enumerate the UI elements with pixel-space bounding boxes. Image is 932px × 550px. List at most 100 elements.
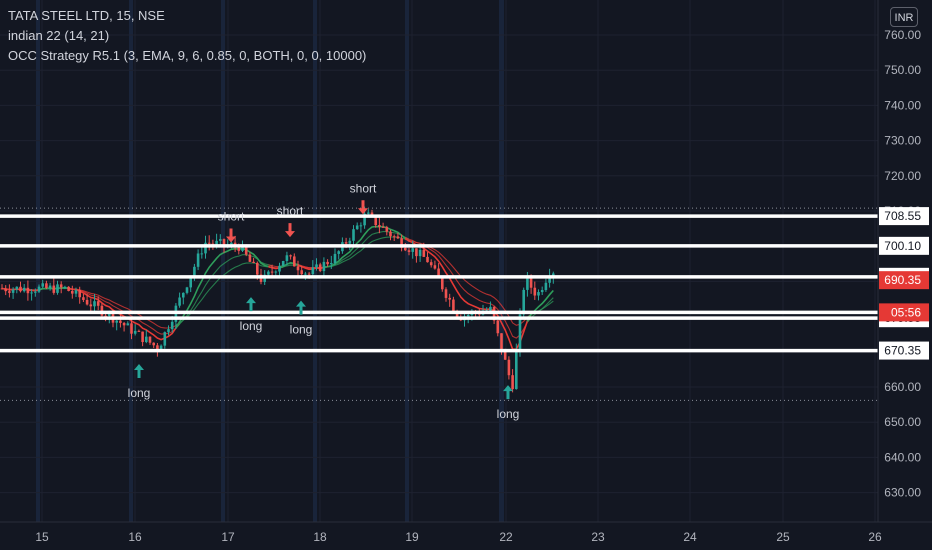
candle-body: [237, 246, 241, 251]
candle-body: [182, 292, 185, 298]
candle-body: [326, 261, 329, 265]
trend-band-line: [175, 254, 273, 329]
candle-body: [96, 301, 100, 306]
trend-band-line: [1, 287, 43, 291]
candle-body: [45, 283, 48, 288]
trend-band-line: [68, 288, 180, 329]
candle-body: [30, 292, 33, 294]
candle-body: [315, 264, 318, 268]
candle-body: [330, 263, 333, 265]
level-price-label: 700.10: [884, 239, 921, 253]
candle-body: [130, 323, 133, 334]
time-axis: [0, 522, 932, 550]
candle-body: [85, 299, 89, 305]
candle-body: [267, 271, 270, 275]
short-signal-label: short: [350, 181, 377, 195]
candle-body: [344, 242, 348, 244]
candle-body: [78, 290, 81, 298]
candle-body: [163, 332, 167, 346]
candle-body: [204, 242, 207, 254]
candle-body: [526, 277, 529, 290]
candle-body: [400, 238, 403, 248]
candle-body: [167, 329, 170, 333]
candle-body: [256, 262, 259, 275]
long-signal-label: long: [497, 407, 520, 421]
candle-body: [59, 284, 63, 288]
candle-body: [500, 333, 503, 352]
long-signal-label: long: [290, 323, 313, 337]
indicator-indian-22[interactable]: indian 22 (14, 21): [8, 28, 110, 43]
candle-body: [219, 239, 222, 241]
candle-body: [48, 285, 52, 288]
candle-body: [540, 290, 544, 293]
currency-button[interactable]: INR: [890, 7, 918, 27]
chart-legend: TATA STEEL LTD, 15, NSE indian 22 (14, 2…: [8, 6, 366, 66]
level-price-tag: [879, 207, 929, 226]
time-tick-label: 19: [405, 530, 419, 544]
level-price-label: 708.55: [884, 209, 921, 223]
candle-body: [433, 265, 437, 269]
price-tick-label: 740.00: [884, 98, 921, 112]
long-signal-arrow: [246, 297, 256, 312]
countdown-tag: [879, 303, 929, 322]
candle-body: [278, 265, 281, 272]
candle-body: [418, 249, 422, 257]
candle-body: [359, 225, 363, 227]
level-price-label: 670.35: [884, 344, 921, 358]
indicator-occ-strategy[interactable]: OCC Strategy R5.1 (3, EMA, 9, 6, 0.85, 0…: [8, 48, 367, 63]
candle-body: [374, 215, 377, 226]
current-price-label: 690.35: [884, 273, 921, 287]
candle-body: [34, 291, 37, 293]
price-tick-label: 730.00: [884, 134, 921, 148]
candle-body: [230, 242, 233, 245]
time-tick-label: 18: [313, 530, 327, 544]
candle-body: [337, 251, 340, 254]
time-tick-label: 17: [221, 530, 235, 544]
candle-body: [489, 306, 492, 311]
countdown-label: 05:56: [891, 305, 921, 319]
price-tick-label: 760.00: [884, 28, 921, 42]
candle-body: [507, 359, 511, 376]
candle-body: [466, 314, 470, 317]
candle-body: [448, 297, 451, 300]
long-signal-arrow: [134, 364, 144, 379]
candle-body: [300, 270, 303, 275]
candle-body: [444, 289, 448, 298]
candle-body: [389, 231, 392, 237]
candle-body: [333, 253, 337, 264]
trend-band-line: [527, 300, 554, 318]
candle-body: [252, 261, 255, 263]
long-signal-arrow: [296, 300, 306, 315]
candle-body: [145, 336, 148, 343]
candle-body: [215, 240, 218, 245]
candle-body: [296, 266, 300, 271]
candle-body: [71, 290, 74, 294]
time-tick-label: 23: [591, 530, 605, 544]
candle-body: [52, 285, 56, 293]
symbol-title[interactable]: TATA STEEL LTD, 15, NSE: [8, 8, 165, 23]
candle-body: [304, 273, 307, 275]
short-signal-arrow: [358, 200, 368, 215]
session-shade: [405, 0, 409, 522]
candle-body: [122, 322, 126, 326]
candle-body: [270, 271, 274, 273]
candle-body: [537, 292, 540, 296]
candle-body: [511, 375, 514, 390]
candle-body: [207, 242, 211, 244]
candle-body: [274, 271, 278, 273]
candle-body: [548, 276, 551, 283]
candle-body: [348, 240, 352, 244]
candle-body: [355, 225, 359, 230]
short-signal-arrow: [285, 223, 295, 238]
candle-body: [15, 286, 19, 290]
candle-body: [241, 245, 244, 251]
price-tick-label: 720.00: [884, 169, 921, 183]
session-shade: [221, 0, 225, 522]
candle-body: [133, 330, 137, 334]
candle-body: [41, 283, 44, 287]
candle-body: [141, 331, 144, 343]
candle-body: [441, 278, 444, 290]
short-signal-label: short: [277, 204, 304, 218]
